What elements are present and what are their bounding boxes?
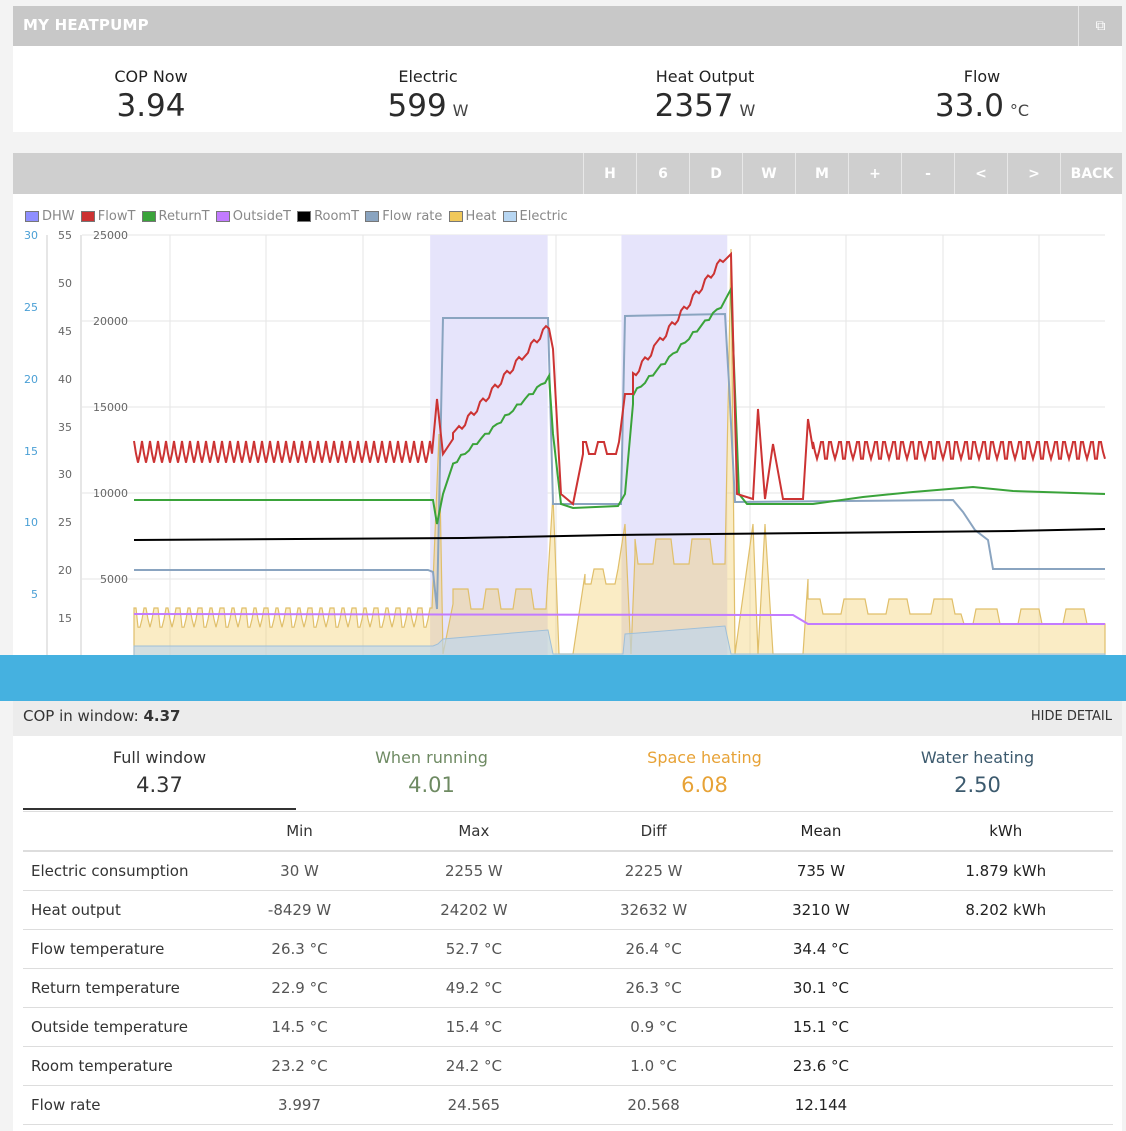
legend-swatch xyxy=(215,211,230,222)
hide-detail-button[interactable]: HIDE DETAIL xyxy=(1030,709,1112,724)
dhw-period xyxy=(621,235,728,655)
stat-value: 599 xyxy=(387,88,447,124)
table-row: Flow rate 3.997 24.565 20.568 12.144 xyxy=(23,1085,1113,1125)
series-returnt xyxy=(134,285,1106,525)
chart-legend: DHW FlowT ReturnT OutsideT RoomT Flow ra… xyxy=(25,209,570,224)
legend-item-flow-rate[interactable]: Flow rate xyxy=(365,209,442,224)
pan-left-button[interactable]: < xyxy=(954,153,1007,194)
stat-label: Heat Output xyxy=(655,67,755,86)
legend-item-electric[interactable]: Electric xyxy=(502,209,568,224)
legend-swatch xyxy=(502,211,517,222)
legend-swatch xyxy=(80,211,95,222)
stat-unit: °C xyxy=(1009,101,1030,120)
stat-label: Flow xyxy=(963,67,1001,86)
table-row: Heat output -8429 W 24202 W 32632 W 3210 W 8.… xyxy=(23,890,1113,930)
cop-tabs: Full window 4.37 When running 4.01 Space… xyxy=(23,739,1113,810)
legend-item-roomt[interactable]: RoomT xyxy=(297,209,359,224)
flow-rate-tick: 20 xyxy=(24,373,38,386)
table-row: Return temperature 22.9 °C 49.2 °C 26.3 °C 3… xyxy=(23,968,1113,1008)
table-row: Flow temperature 26.3 °C 52.7 °C 26.4 °C 34.… xyxy=(23,929,1113,969)
temperature-tick: 30 xyxy=(58,468,72,481)
legend-item-returnt[interactable]: ReturnT xyxy=(141,209,210,224)
hour-button[interactable]: H xyxy=(583,153,636,194)
week-button[interactable]: W xyxy=(742,153,795,194)
flow-rate-tick: 10 xyxy=(24,516,38,529)
temperature-tick: 20 xyxy=(58,564,72,577)
legend-swatch xyxy=(448,211,463,222)
flow-rate-tick: 30 xyxy=(24,229,38,242)
temperature-tick: 50 xyxy=(58,277,72,290)
legend-item-dhw[interactable]: DHW xyxy=(25,209,75,224)
zoom-in-button[interactable]: + xyxy=(848,153,901,194)
stat-flow: Flow 33.0 °C xyxy=(844,46,1120,124)
legend-item-heat[interactable]: Heat xyxy=(448,209,496,224)
stat-heat-output: Heat Output 2357 W xyxy=(567,46,843,124)
power-tick: 20000 xyxy=(93,315,128,328)
stat-value: 33.0 xyxy=(934,88,1004,124)
col-mean: Mean xyxy=(743,811,899,852)
app-title: MY HEATPUMP xyxy=(23,16,149,34)
col-kwh: kWh xyxy=(898,811,1113,852)
chart-plot-area[interactable]: 3025201510555504540353025201525000200001… xyxy=(13,194,1122,655)
flow-rate-tick: 25 xyxy=(24,301,38,314)
temperature-tick: 40 xyxy=(58,373,72,386)
external-link-icon[interactable]: ⧉ xyxy=(1078,6,1122,46)
temperature-tick: 55 xyxy=(58,229,72,242)
stat-value: 2357 xyxy=(654,88,734,124)
series-flowt xyxy=(133,251,1106,506)
legend-swatch xyxy=(25,211,39,222)
detail-header: COP in window: 4.37 HIDE DETAIL xyxy=(13,701,1122,736)
six-hour-button[interactable]: 6 xyxy=(636,153,689,194)
heatpump-chart[interactable]: DHW FlowT ReturnT OutsideT RoomT Flow ra… xyxy=(13,194,1122,655)
temperature-tick: 45 xyxy=(58,325,72,338)
summary-stats: COP Now 3.94 Electric 599 W Heat Output 2… xyxy=(13,46,1122,132)
series-roomt xyxy=(133,528,1106,541)
day-button[interactable]: D xyxy=(689,153,742,194)
stat-unit: W xyxy=(452,101,469,120)
app-header: MY HEATPUMP ⧉ xyxy=(13,6,1122,46)
stat-label: COP Now xyxy=(114,67,188,86)
col-diff: Diff xyxy=(563,811,744,852)
series-outsidet xyxy=(133,613,1105,625)
detail-table: Min Max Diff Mean kWh Electric consumpti… xyxy=(23,811,1113,1125)
zoom-out-button[interactable]: - xyxy=(901,153,954,194)
col-min: Min xyxy=(215,811,384,852)
legend-swatch xyxy=(141,211,156,222)
stat-value: 3.94 xyxy=(116,88,186,124)
power-tick: 5000 xyxy=(100,573,128,586)
temperature-tick: 25 xyxy=(58,516,72,529)
tab-when-running[interactable]: When running 4.01 xyxy=(375,748,488,797)
power-tick: 10000 xyxy=(93,487,128,500)
power-tick: 25000 xyxy=(93,229,128,242)
stat-electric: Electric 599 W xyxy=(290,46,566,124)
pan-right-button[interactable]: > xyxy=(1007,153,1060,194)
tab-full-window[interactable]: Full window 4.37 xyxy=(23,739,296,810)
col-max: Max xyxy=(384,811,564,852)
detail-panel: COP in window: 4.37 HIDE DETAIL Full win… xyxy=(13,701,1122,1131)
cop-in-window: COP in window: 4.37 xyxy=(23,707,181,725)
legend-item-flowt[interactable]: FlowT xyxy=(80,209,135,224)
legend-swatch xyxy=(365,211,380,222)
back-button[interactable]: BACK xyxy=(1060,153,1123,194)
stat-label: Electric xyxy=(398,67,458,86)
tab-water-heating[interactable]: Water heating 2.50 xyxy=(920,748,1035,797)
blue-separator-bar xyxy=(0,655,1126,701)
temperature-tick: 15 xyxy=(58,612,72,625)
month-button[interactable]: M xyxy=(795,153,848,194)
stat-cop-now: COP Now 3.94 xyxy=(13,46,289,124)
tab-space-heating[interactable]: Space heating 6.08 xyxy=(647,748,762,797)
flow-rate-tick: 5 xyxy=(31,588,38,601)
series-electric xyxy=(133,625,1106,655)
stat-unit: W xyxy=(739,101,756,120)
table-row: Room temperature 23.2 °C 24.2 °C 1.0 °C 23.6… xyxy=(23,1046,1113,1086)
chart-toolbar: H 6 D W M + - < > BACK xyxy=(13,153,1122,194)
series-flow-rate xyxy=(134,312,1105,610)
flow-rate-tick: 15 xyxy=(24,445,38,458)
temperature-tick: 35 xyxy=(58,421,72,434)
power-tick: 15000 xyxy=(93,401,128,414)
table-row: Electric consumption 30 W 2255 W 2225 W 735 … xyxy=(23,851,1113,891)
legend-item-outsidet[interactable]: OutsideT xyxy=(215,209,291,224)
legend-swatch xyxy=(297,211,312,222)
table-row: Outside temperature 14.5 °C 15.4 °C 0.9 °C 1… xyxy=(23,1007,1113,1047)
